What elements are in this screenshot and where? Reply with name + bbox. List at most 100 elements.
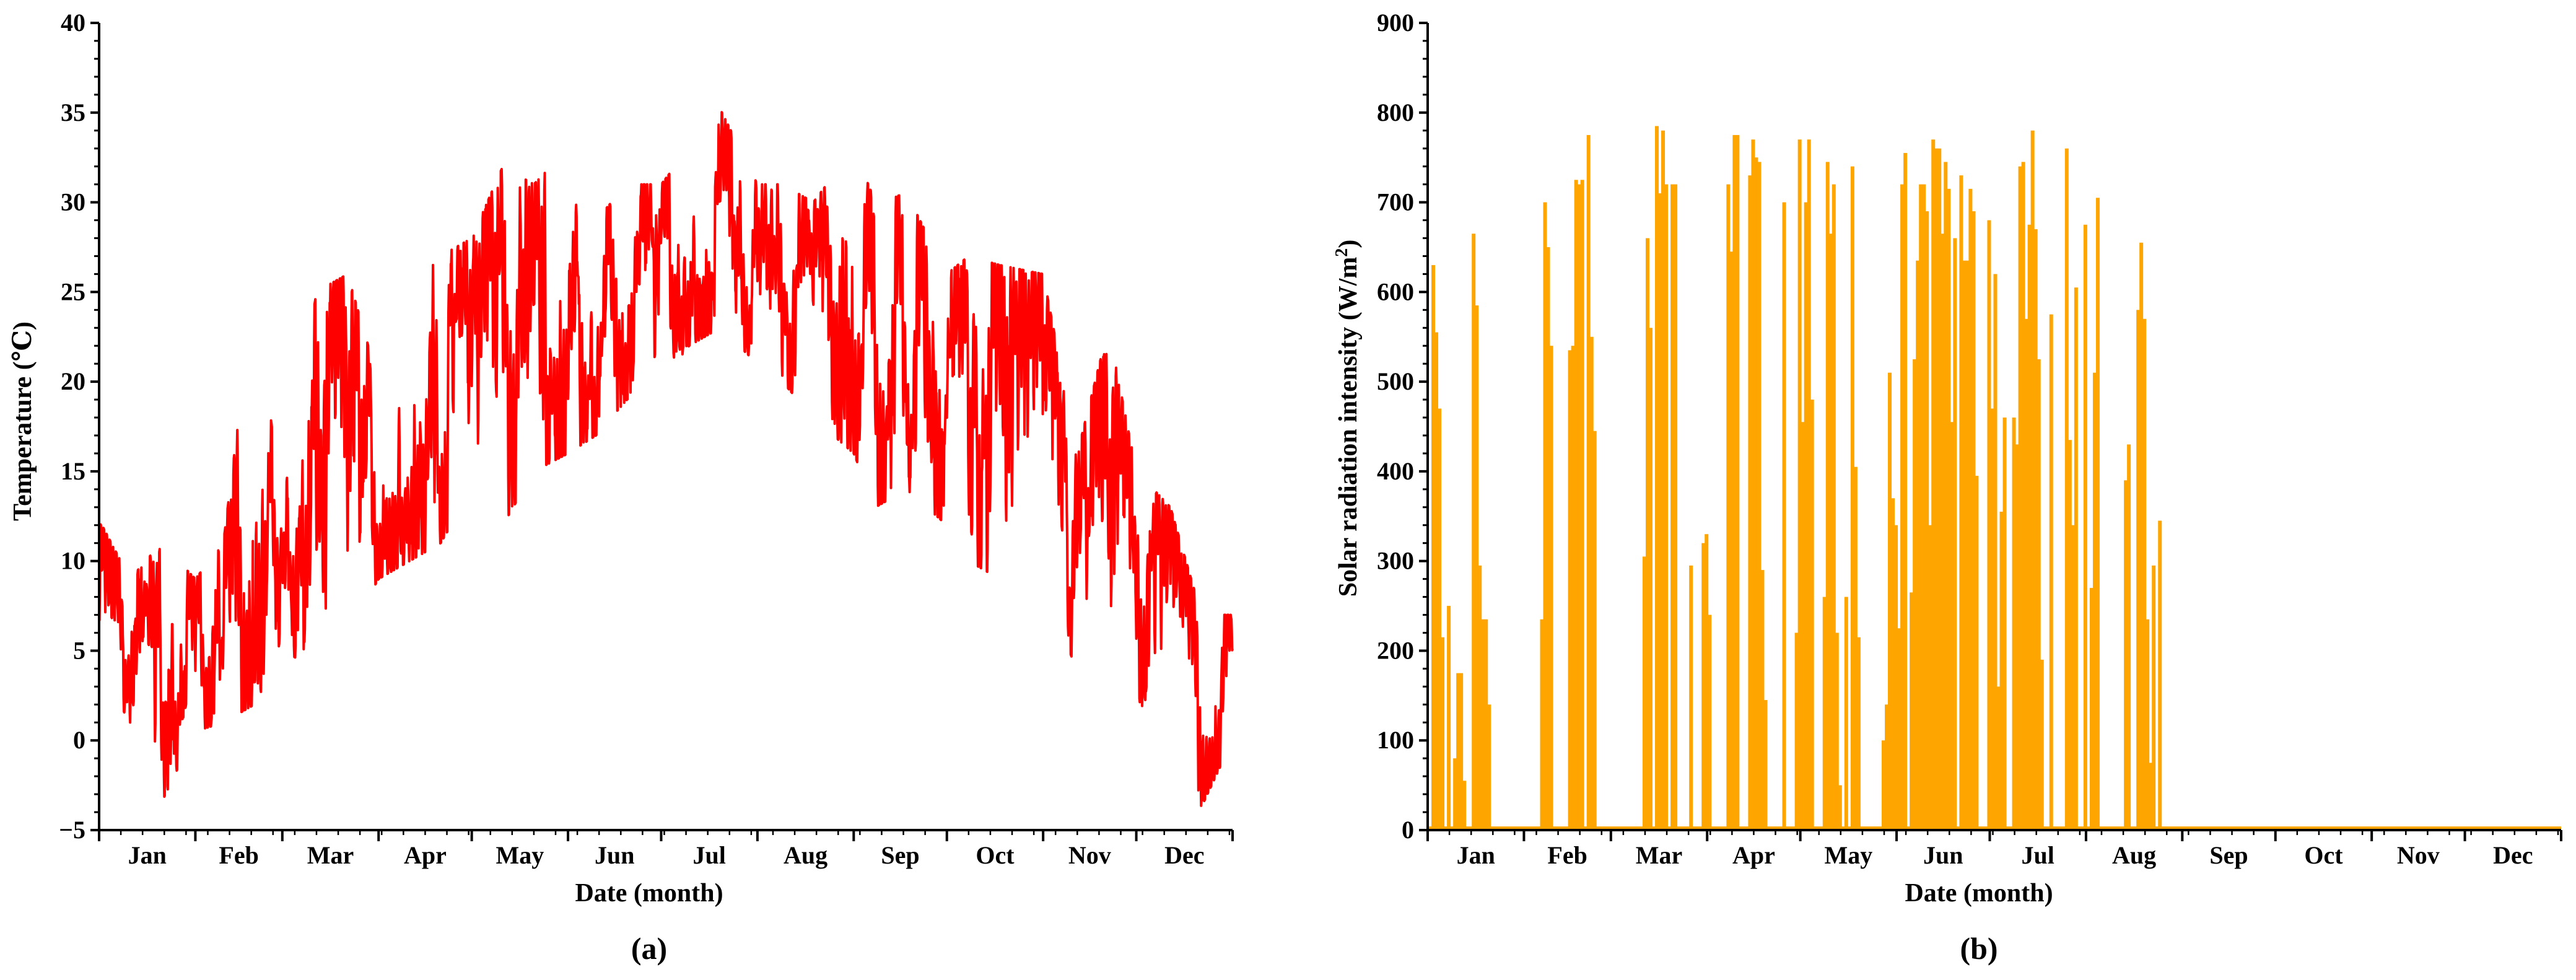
panel-b-month-label: Oct — [2304, 841, 2343, 869]
panel-a-y-axis-title: Temperature (℃) — [9, 322, 37, 521]
solar-bar — [1782, 202, 1786, 830]
solar-bar — [2015, 444, 2019, 830]
solar-bar — [2158, 520, 2162, 830]
solar-bar — [1953, 238, 1957, 830]
panel-b-x-axis-title: Date (month) — [1905, 879, 2053, 908]
panel-a-month-label: Dec — [1164, 841, 1204, 869]
panel-a-x-axis-title: Date (month) — [575, 879, 723, 908]
solar-bar — [1934, 148, 1939, 831]
solar-bar — [1751, 139, 1755, 831]
solar-bar — [1658, 193, 1662, 831]
solar-bar — [2139, 242, 2144, 830]
solar-bar — [2018, 166, 2022, 831]
solar-bar — [1736, 134, 1740, 831]
solar-bar — [1968, 188, 1973, 831]
panel-a-month-label: Sep — [881, 841, 919, 869]
panel-a-y-tick-label: 15 — [61, 457, 85, 485]
solar-bar — [1478, 565, 1482, 830]
solar-bar — [1825, 162, 1830, 831]
solar-bar — [1891, 498, 1895, 830]
solar-bar — [1971, 211, 1976, 830]
panel-b-month-label: Dec — [2493, 841, 2533, 869]
solar-bar — [1571, 346, 1575, 830]
solar-bar — [1835, 632, 1839, 830]
solar-bar — [1586, 134, 1591, 831]
solar-bar — [1993, 274, 1997, 830]
solar-bar — [2127, 444, 2131, 830]
panel-a-label: (a) — [631, 931, 667, 966]
panel-b-y-tick-label: 700 — [1377, 188, 1414, 216]
solar-bar — [1487, 704, 1491, 830]
solar-bar — [2064, 148, 2069, 831]
panel-a-y-tick-label: 20 — [61, 367, 85, 395]
panel-b-month-label: Jun — [1923, 841, 1963, 869]
panel-b-solar-radiation-chart: 0 100 200 300 400 500 600 700 800 900 Jan Feb Mar Apr… — [1332, 9, 2562, 966]
solar-bar — [1822, 597, 1827, 830]
solar-bar — [2071, 525, 2075, 830]
solar-bar — [1431, 265, 1436, 830]
solar-bar — [1447, 606, 1451, 830]
solar-bar — [1797, 139, 1802, 831]
solar-bar — [1959, 175, 1963, 831]
solar-bar — [1832, 184, 1836, 831]
solar-bar — [2012, 418, 2016, 830]
solar-bar — [1804, 202, 1808, 830]
panel-a-y-tick-label: 30 — [61, 188, 85, 216]
solar-bar — [1928, 525, 1932, 830]
panel-a-temperature-chart: −5 0 5 10 15 20 25 30 35 40 Jan Feb Mar Apr May Jun Jul A… — [9, 9, 1234, 966]
panel-b-month-label: Apr — [1732, 841, 1775, 869]
solar-bar — [1900, 184, 1905, 831]
solar-bar — [2152, 565, 2156, 830]
panel-b-label: (b) — [1960, 931, 1997, 966]
solar-bar — [1947, 188, 1951, 831]
solar-bar — [1838, 785, 1842, 830]
solar-bar — [1580, 180, 1584, 831]
solar-bar — [2002, 418, 2007, 830]
solar-bar — [1950, 422, 1954, 830]
solar-bar — [2124, 480, 2128, 830]
solar-bar — [1568, 350, 1572, 830]
solar-bar — [1648, 328, 1653, 830]
panel-b-y-axis-title-close: ) — [1334, 240, 1363, 248]
solar-bar — [1462, 781, 1467, 830]
solar-bar — [2037, 359, 2041, 830]
solar-bar — [1987, 220, 1991, 830]
solar-bar — [1664, 184, 1669, 831]
solar-bar — [2136, 310, 2141, 830]
solar-bar — [1801, 422, 1805, 830]
panel-a-y-tick-label: 35 — [61, 98, 85, 126]
solar-bar — [1729, 252, 1734, 830]
solar-bar — [1754, 157, 1758, 831]
solar-bar — [2030, 130, 2035, 830]
panel-a-month-label: Oct — [976, 841, 1015, 869]
solar-bar — [1459, 673, 1464, 830]
panel-b-y-tick-label: 300 — [1377, 547, 1414, 575]
solar-bar — [1999, 512, 2004, 830]
solar-bar — [2095, 198, 2100, 831]
panel-b-month-label: Feb — [1547, 841, 1587, 869]
solar-bar — [1689, 565, 1693, 830]
solar-bar — [2021, 162, 2025, 831]
solar-bar — [1645, 238, 1649, 830]
solar-bar — [1757, 162, 1762, 831]
solar-bar — [1456, 673, 1460, 830]
panel-b-month-label: Sep — [2209, 841, 2248, 869]
solar-bar — [2049, 314, 2053, 830]
panel-a-month-label: Aug — [784, 841, 827, 869]
panel-a-month-label: Nov — [1068, 841, 1111, 869]
solar-bar — [1441, 637, 1445, 830]
panel-b-y-tick-label: 400 — [1377, 457, 1414, 485]
panel-a-month-label: May — [496, 841, 544, 869]
panel-a-month-label: Apr — [404, 841, 447, 869]
solar-bar — [1732, 134, 1737, 831]
solar-bar — [1919, 184, 1923, 831]
panel-a-y-tick-label: 0 — [73, 726, 85, 754]
panel-b-y-tick-label: 200 — [1377, 636, 1414, 664]
panel-b-y-tick-label: 500 — [1377, 367, 1414, 395]
solar-bar — [1894, 525, 1898, 830]
solar-bar — [1434, 332, 1439, 830]
solar-bar — [1922, 184, 1926, 831]
panel-a-y-tick-label: 5 — [73, 636, 85, 664]
solar-bar — [1574, 180, 1578, 831]
solar-bar — [1655, 126, 1659, 831]
